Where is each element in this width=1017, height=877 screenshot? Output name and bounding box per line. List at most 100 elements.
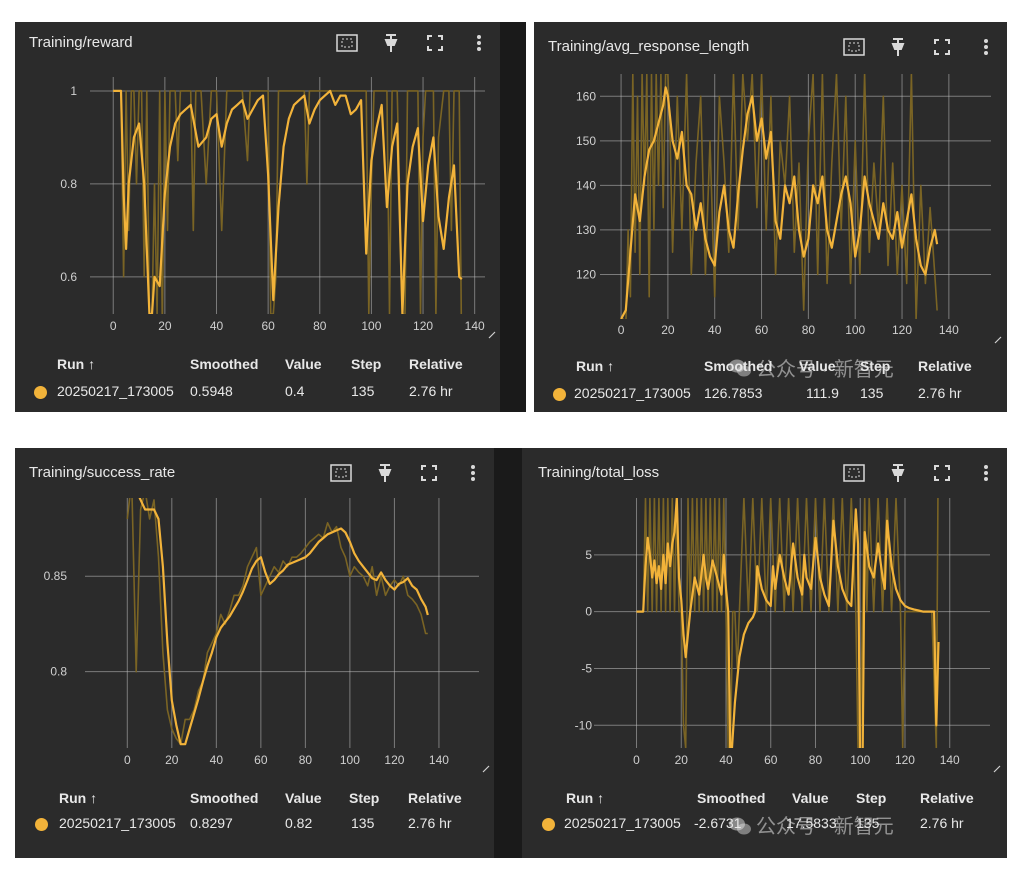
y-tick-label: 0.8 bbox=[60, 177, 77, 191]
card-title: Training/success_rate bbox=[29, 464, 176, 481]
fullscreen-icon[interactable] bbox=[929, 460, 955, 486]
card-toolbar bbox=[328, 460, 486, 486]
relative-value: 2.76 hr bbox=[918, 385, 962, 401]
fit-domain-icon[interactable] bbox=[328, 460, 354, 486]
col-relative[interactable]: Relative bbox=[408, 790, 462, 806]
fit-domain-icon[interactable] bbox=[841, 460, 867, 486]
col-run[interactable]: Run ↑ bbox=[59, 790, 98, 806]
x-tick-label: 80 bbox=[802, 323, 816, 337]
x-tick-label: 40 bbox=[719, 753, 733, 767]
series-group bbox=[620, 74, 939, 319]
col-smoothed[interactable]: Smoothed bbox=[697, 790, 766, 806]
raw-value: 0.4 bbox=[285, 383, 305, 399]
run-table: Run ↑ Smoothed Value Step Relative 20250… bbox=[534, 352, 1007, 410]
col-value[interactable]: Value bbox=[285, 356, 322, 372]
reward-chart[interactable]: 0 20 40 60 80 100 120 140 0.6 0.8 1 bbox=[15, 22, 500, 342]
col-run[interactable]: Run ↑ bbox=[576, 358, 615, 374]
more-vert-icon[interactable] bbox=[973, 460, 999, 486]
run-color-dot bbox=[553, 388, 566, 401]
wechat-icon bbox=[729, 359, 751, 377]
col-relative[interactable]: Relative bbox=[920, 790, 974, 806]
smoothed-series-line bbox=[138, 498, 429, 746]
fullscreen-icon[interactable] bbox=[416, 460, 442, 486]
col-relative[interactable]: Relative bbox=[409, 356, 463, 372]
more-vert-icon[interactable] bbox=[460, 460, 486, 486]
x-tick-label: 100 bbox=[845, 323, 865, 337]
x-tick-label: 60 bbox=[755, 323, 769, 337]
pin-icon[interactable] bbox=[372, 460, 398, 486]
y-tick-label: 120 bbox=[576, 267, 596, 281]
y-tick-label: 140 bbox=[576, 178, 596, 192]
run-color-dot bbox=[542, 818, 555, 831]
pin-icon[interactable] bbox=[885, 34, 911, 60]
series-group bbox=[113, 89, 463, 314]
x-tick-label: 60 bbox=[261, 319, 275, 333]
smoothed-value: 0.5948 bbox=[190, 383, 233, 399]
relative-value: 2.76 hr bbox=[408, 815, 452, 831]
pin-icon[interactable] bbox=[885, 460, 911, 486]
resize-corner-icon bbox=[993, 765, 1001, 773]
fit-domain-icon[interactable] bbox=[841, 34, 867, 60]
y-tick-label: 130 bbox=[576, 223, 596, 237]
step-value: 135 bbox=[351, 815, 375, 831]
series-group bbox=[636, 498, 940, 748]
x-tick-label: 40 bbox=[210, 319, 224, 333]
x-tick-label: 140 bbox=[465, 319, 485, 333]
grid bbox=[85, 498, 479, 748]
run-table: Run ↑ Smoothed Value Step Relative 20250… bbox=[15, 350, 500, 410]
x-tick-label: 40 bbox=[210, 753, 224, 767]
col-value[interactable]: Value bbox=[285, 790, 322, 806]
smoothed-series-line bbox=[636, 498, 940, 748]
col-value[interactable]: Value bbox=[799, 358, 836, 374]
more-vert-icon[interactable] bbox=[973, 34, 999, 60]
run-name: 20250217_173005 bbox=[564, 815, 681, 831]
step-value: 135 bbox=[860, 385, 884, 401]
x-tick-label: 120 bbox=[384, 753, 404, 767]
x-tick-label: 80 bbox=[809, 753, 823, 767]
total-loss-chart[interactable]: 0 20 40 60 80 100 120 140 -10 -5 0 5 bbox=[522, 448, 1007, 783]
card-toolbar bbox=[841, 460, 999, 486]
x-tick-label: 60 bbox=[764, 753, 778, 767]
pin-icon[interactable] bbox=[378, 30, 404, 56]
success-rate-chart[interactable]: 0 20 40 60 80 100 120 140 0.8 0.85 bbox=[15, 448, 494, 783]
col-run[interactable]: Run ↑ bbox=[57, 356, 96, 372]
y-tick-label: 0 bbox=[585, 605, 592, 619]
y-tick-label: -5 bbox=[581, 661, 592, 675]
relative-value: 2.76 hr bbox=[920, 815, 964, 831]
x-tick-label: 100 bbox=[850, 753, 870, 767]
col-relative[interactable]: Relative bbox=[918, 358, 972, 374]
x-tick-label: 20 bbox=[661, 323, 675, 337]
col-step[interactable]: Step bbox=[349, 790, 380, 806]
x-tick-label: 100 bbox=[361, 319, 381, 333]
avg-response-length-chart[interactable]: 0 20 40 60 80 100 120 140 120 130 140 150 160 bbox=[534, 22, 1007, 347]
y-tick-label: 0.6 bbox=[60, 270, 77, 284]
relative-value: 2.76 hr bbox=[409, 383, 453, 399]
x-tick-label: 20 bbox=[675, 753, 689, 767]
chart-card-total-loss: Training/total_loss 0 20 40 60 80 100 120 140 -1… bbox=[522, 448, 1007, 858]
x-tick-label: 80 bbox=[299, 753, 313, 767]
x-tick-label: 140 bbox=[429, 753, 449, 767]
x-tick-label: 100 bbox=[340, 753, 360, 767]
fullscreen-icon[interactable] bbox=[422, 30, 448, 56]
col-step[interactable]: Step bbox=[856, 790, 887, 806]
fullscreen-icon[interactable] bbox=[929, 34, 955, 60]
wechat-icon bbox=[729, 817, 751, 835]
smoothed-series-line bbox=[113, 89, 463, 314]
chart-card-avg-response-length: Training/avg_response_length 0 20 40 60 80 10… bbox=[534, 22, 1007, 412]
x-tick-label: 0 bbox=[633, 753, 640, 767]
run-color-dot bbox=[34, 386, 47, 399]
x-tick-label: 120 bbox=[892, 323, 912, 337]
card-title: Training/avg_response_length bbox=[548, 38, 750, 55]
col-value[interactable]: Value bbox=[792, 790, 829, 806]
raw-series-line bbox=[126, 498, 428, 745]
y-tick-label: -10 bbox=[575, 718, 593, 732]
x-tick-label: 0 bbox=[110, 319, 117, 333]
fit-domain-icon[interactable] bbox=[334, 30, 360, 56]
more-vert-icon[interactable] bbox=[466, 30, 492, 56]
col-smoothed[interactable]: Smoothed bbox=[190, 790, 259, 806]
col-step[interactable]: Step bbox=[351, 356, 382, 372]
col-run[interactable]: Run ↑ bbox=[566, 790, 605, 806]
col-smoothed[interactable]: Smoothed bbox=[190, 356, 259, 372]
watermark: 公众号 · 新智元 bbox=[756, 816, 894, 838]
col-step[interactable]: Step bbox=[860, 358, 891, 374]
